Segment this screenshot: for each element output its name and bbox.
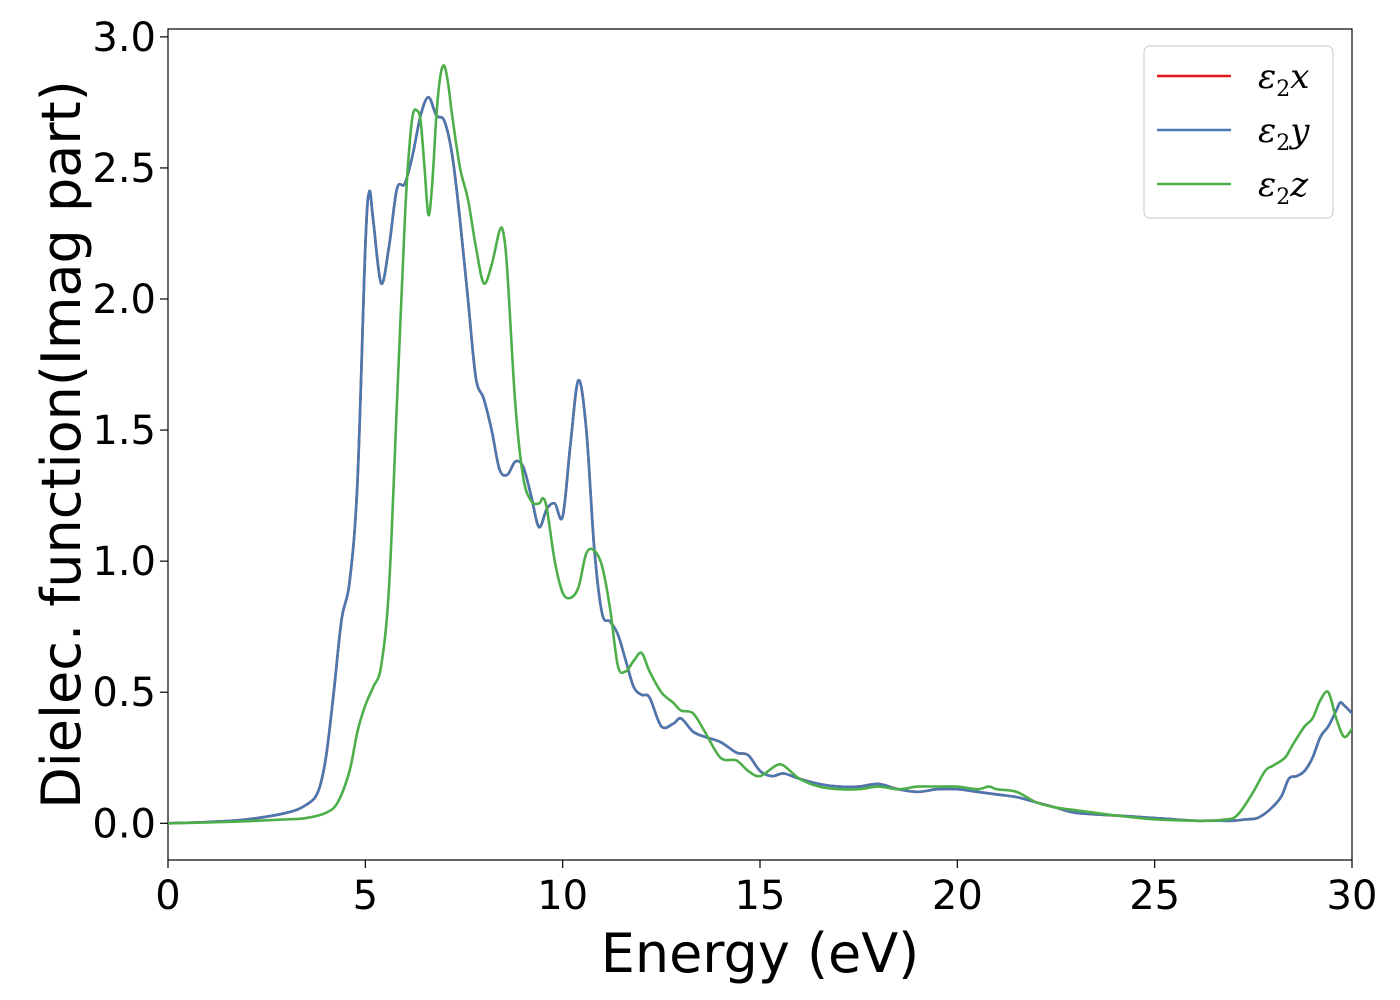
y-axis-title: Dielec. function(Imag part) [30,80,93,809]
y-tick-label: 1.5 [92,408,156,454]
x-tick-label: 15 [735,873,786,919]
legend-variable: z [1289,165,1309,205]
y-tick-label: 0.5 [92,670,156,716]
legend-subscript: 2 [1276,77,1290,102]
series-line-z [168,64,1352,825]
legend-variable: y [1288,111,1310,151]
x-axis-title: Energy (eV) [601,922,920,985]
x-axis: 0 5 10 15 20 25 30 [155,860,1377,919]
y-tick-label: 2.5 [92,146,156,192]
legend-label-x: ε2x [1258,57,1309,102]
x-tick-label: 20 [932,873,983,919]
legend-box [1143,45,1334,219]
y-tick-label: 0.0 [92,801,156,847]
legend-subscript: 2 [1276,185,1290,210]
legend-subscript: 2 [1276,131,1290,156]
y-tick-label: 2.0 [92,277,156,323]
legend-symbol: ε [1258,57,1276,97]
x-tick-label: 5 [353,873,378,919]
series-layer [168,64,1352,825]
legend-symbol: ε [1258,111,1276,151]
x-tick-label: 0 [155,873,180,919]
y-axis: 0.0 0.5 1.0 1.5 2.0 2.5 3.0 [92,15,168,847]
legend-label-y: ε2y [1258,111,1310,156]
x-tick-label: 30 [1327,873,1378,919]
y-tick-label: 3.0 [92,15,156,61]
legend-symbol: ε [1258,165,1276,205]
y-tick-label: 1.0 [92,539,156,585]
legend-variable: x [1290,57,1309,97]
x-tick-label: 10 [537,873,588,919]
legend-label-z: ε2z [1258,165,1309,210]
x-tick-label: 25 [1129,873,1180,919]
